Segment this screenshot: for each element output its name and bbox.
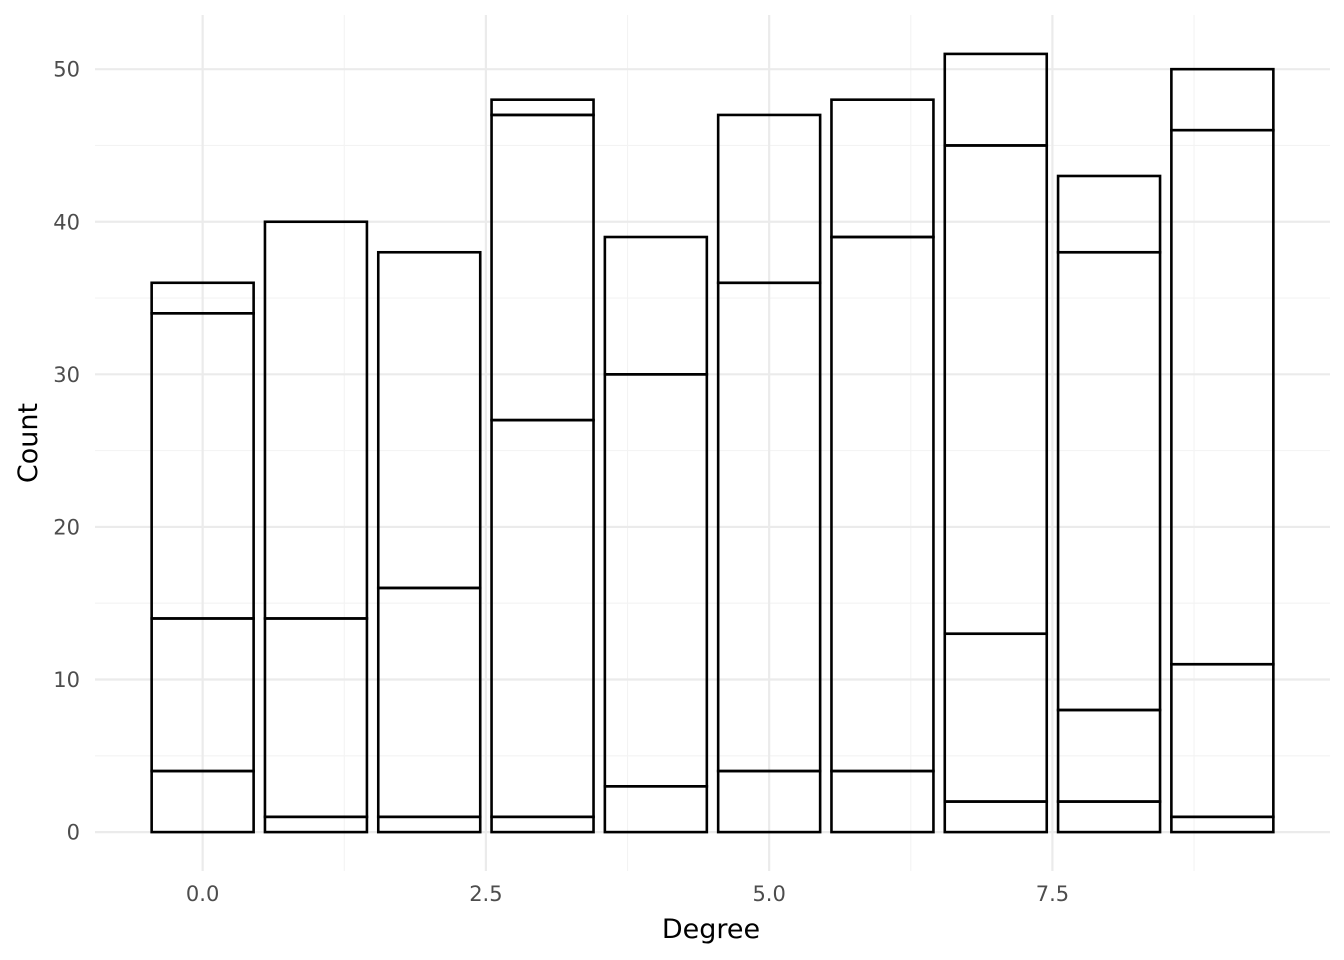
bar-segment <box>490 815 595 834</box>
bar-segment <box>830 235 935 773</box>
x-axis-title: Degree <box>662 914 760 945</box>
bar-segment <box>263 617 369 819</box>
x-tick-label: 7.5 <box>1036 882 1069 906</box>
bar-segment <box>603 373 709 788</box>
x-axis-ticks: 0.0 2.5 5.0 7.5 <box>186 882 1069 906</box>
bar-segment <box>1056 174 1162 254</box>
bar-stack <box>263 220 369 834</box>
bar-segment <box>376 250 482 590</box>
bar-segment <box>603 785 709 834</box>
bar-segment <box>943 632 1049 803</box>
bar-segment <box>943 800 1049 834</box>
x-tick-label: 5.0 <box>752 882 785 906</box>
bar-segment <box>263 220 369 620</box>
bar-segment <box>1170 67 1275 132</box>
bar-segment <box>1056 800 1162 834</box>
bar-segment <box>603 235 709 376</box>
y-tick-label: 20 <box>53 515 80 539</box>
y-tick-label: 0 <box>67 821 80 845</box>
bar-segment <box>943 52 1049 147</box>
y-axis-title: Count <box>13 403 44 483</box>
y-tick-label: 30 <box>53 363 80 387</box>
bar-segment <box>1170 128 1275 666</box>
y-tick-label: 10 <box>53 668 80 692</box>
bar-segment <box>263 815 369 834</box>
bar-stack <box>603 235 709 834</box>
bar-segment <box>830 769 935 834</box>
bar-segment <box>1056 250 1162 712</box>
bar-stack <box>376 250 482 834</box>
bar-segment <box>376 815 482 834</box>
bars <box>150 52 1275 834</box>
y-axis-ticks: 0 10 20 30 40 50 <box>53 58 80 845</box>
bar-stack <box>943 52 1049 834</box>
y-tick-label: 40 <box>53 210 80 234</box>
bar-segment <box>490 418 595 819</box>
bar-stack <box>830 98 935 834</box>
bar-stack <box>490 98 595 834</box>
bar-stack <box>150 281 255 834</box>
x-tick-label: 0.0 <box>186 882 219 906</box>
grid <box>95 15 1330 871</box>
y-tick-label: 50 <box>53 58 80 82</box>
bar-segment <box>716 113 822 285</box>
bar-stack <box>716 113 822 834</box>
bar-segment <box>150 281 255 315</box>
bar-segment <box>1170 815 1275 834</box>
bar-stack <box>1056 174 1162 834</box>
bar-segment <box>376 586 482 819</box>
bar-segment <box>490 98 595 117</box>
bar-segment <box>1170 662 1275 819</box>
bar-stack <box>1170 67 1275 834</box>
x-tick-label: 2.5 <box>469 882 502 906</box>
bar-segment <box>830 98 935 239</box>
bar-segment <box>943 144 1049 636</box>
